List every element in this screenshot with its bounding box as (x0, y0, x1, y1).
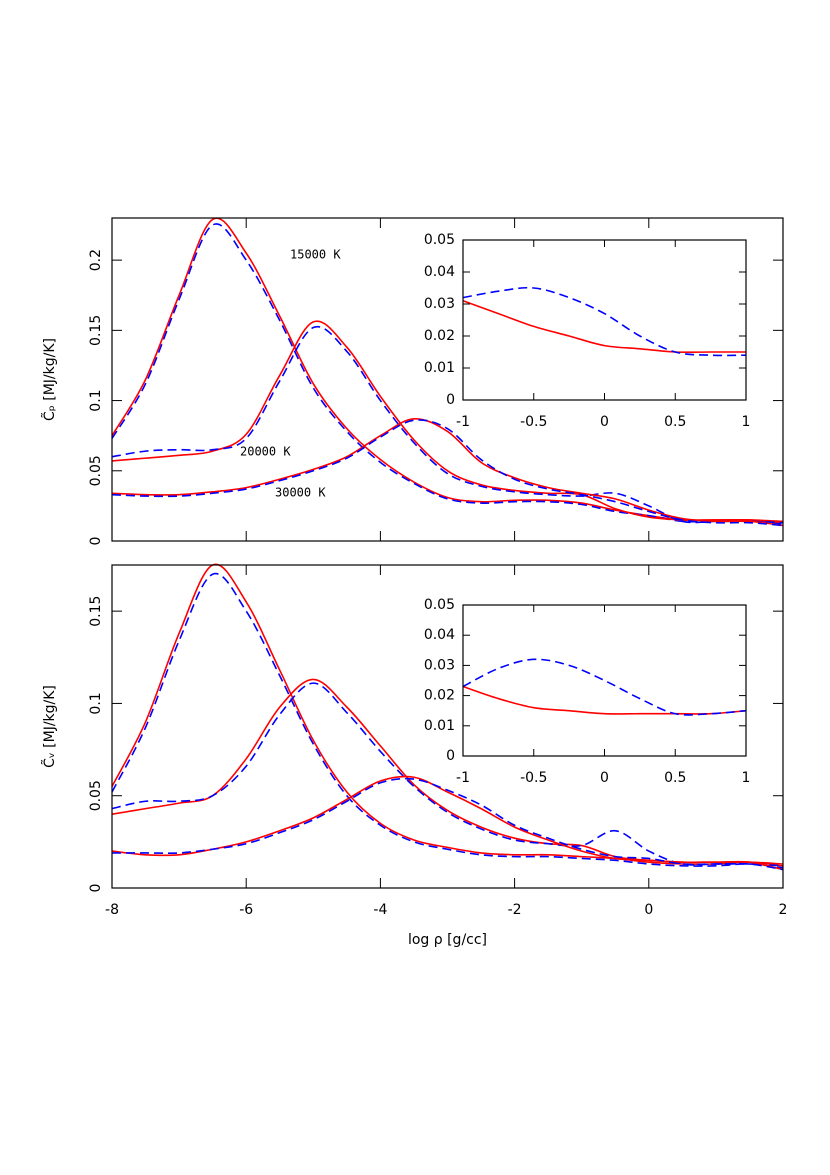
line-series (111, 419, 784, 527)
line-series (111, 572, 784, 869)
y-tick-label: 0.05 (88, 780, 104, 811)
y-tick-label: 0.02 (424, 688, 455, 704)
x-tick-label: -6 (239, 902, 253, 918)
plot-frame (111, 217, 784, 542)
line-series (111, 775, 784, 871)
inset-background (463, 240, 746, 400)
x-tick-label: -0.5 (520, 770, 547, 786)
inset: -1 -0.5 0 0.5 1 0 0.01 0.02 0.03 0.04 0.05 (424, 597, 751, 786)
x-tick-label: -8 (105, 902, 119, 918)
y-tick-label: 0.01 (424, 360, 455, 376)
panel: -8 -6 -4 -2 0 2 0 0.05 0.1 0.15 C̃ᵥ [MJ/kg/K] log ρ… (41, 563, 788, 948)
x-tick-label: 1 (742, 414, 751, 430)
inset: -1 -0.5 0 0.5 1 0 0.01 0.02 0.03 0.04 0.05 (424, 232, 751, 430)
y-tick-label: 0 (446, 392, 455, 408)
x-tick-label: 2 (779, 902, 788, 918)
y-tick-label: 0.2 (88, 249, 104, 271)
y-tick-label: 0 (88, 537, 104, 546)
x-tick-label: 0 (600, 414, 609, 430)
x-tick-label: -1 (456, 414, 470, 430)
x-tick-label: 0 (644, 902, 653, 918)
y-tick-label: 0 (446, 748, 455, 764)
y-axis-label: C̃ᵥ [MJ/kg/K] (41, 685, 58, 768)
y-tick-label: 0.04 (424, 627, 455, 643)
line-series (462, 658, 747, 716)
y-tick-label: 0.15 (88, 596, 104, 627)
y-tick-label: 0.1 (88, 692, 104, 714)
line-series (112, 777, 784, 871)
x-tick-label: -4 (373, 902, 387, 918)
x-tick-label: -1 (456, 770, 470, 786)
y-tick-label: 0.05 (424, 232, 455, 248)
x-tick-label: 0.5 (664, 770, 686, 786)
y-tick-label: 0.02 (424, 328, 455, 344)
x-tick-label: -2 (508, 902, 522, 918)
plot-frame (111, 564, 784, 889)
x-tick-label: 1 (742, 770, 751, 786)
line-series (462, 300, 746, 354)
annotation: 20000 K (240, 445, 291, 459)
panel: 0 0.05 0.1 0.15 0.2 C̃ₚ [MJ/kg/K] 15000 K 20000… (41, 217, 784, 546)
y-tick-label: 0.15 (88, 315, 104, 346)
x-tick-label: 0.5 (664, 414, 686, 430)
y-tick-label: 0.04 (424, 264, 455, 280)
x-tick-label: -0.5 (520, 414, 547, 430)
line-series (111, 418, 784, 527)
inset-background (463, 605, 746, 756)
y-tick-label: 0.05 (88, 455, 104, 486)
y-tick-label: 0.1 (88, 389, 104, 411)
y-tick-label: 0 (88, 884, 104, 893)
y-tick-label: 0.01 (424, 718, 455, 734)
y-axis-label: C̃ₚ [MJ/kg/K] (41, 338, 58, 421)
line-series (462, 286, 747, 357)
y-tick-label: 0.05 (424, 597, 455, 613)
x-tick-label: 0 (600, 770, 609, 786)
line-series (111, 325, 784, 524)
x-axis-label: log ρ [g/cc] (408, 932, 487, 948)
annotation: 15000 K (290, 248, 341, 262)
annotation: 30000 K (275, 486, 326, 500)
y-tick-label: 0.03 (424, 657, 455, 673)
y-tick-label: 0.03 (424, 296, 455, 312)
